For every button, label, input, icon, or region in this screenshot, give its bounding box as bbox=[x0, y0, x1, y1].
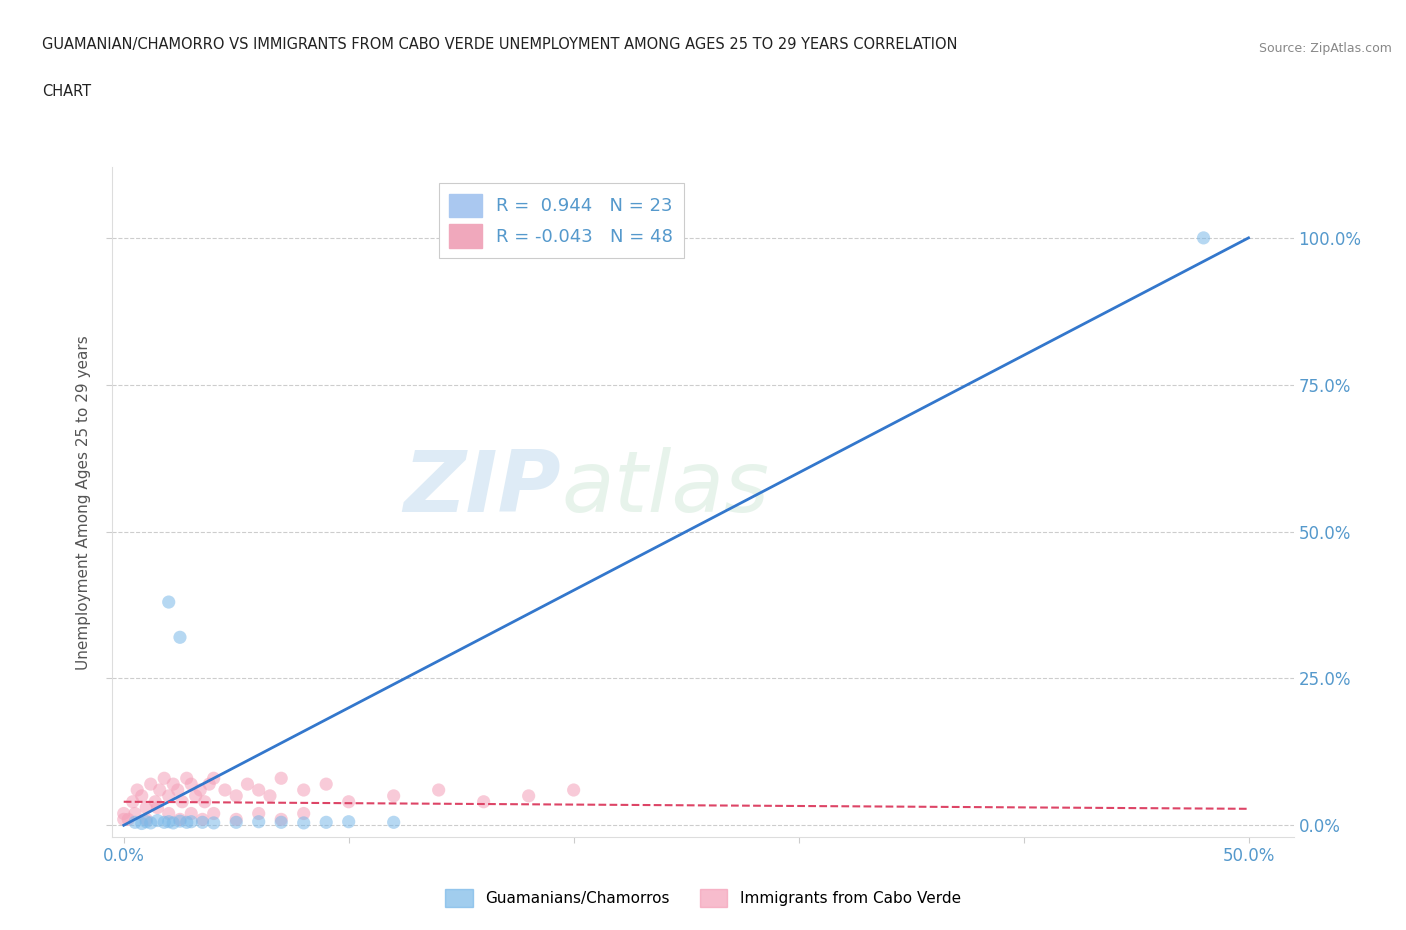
Point bbox=[337, 794, 360, 809]
Point bbox=[153, 815, 176, 830]
Point bbox=[131, 816, 153, 830]
Point bbox=[292, 816, 315, 830]
Point bbox=[214, 782, 236, 797]
Point bbox=[162, 816, 184, 830]
Point bbox=[169, 814, 191, 829]
Point bbox=[135, 812, 157, 827]
Point bbox=[236, 777, 259, 791]
Point bbox=[139, 816, 162, 830]
Point bbox=[157, 594, 180, 609]
Point bbox=[127, 782, 149, 797]
Point bbox=[153, 771, 176, 786]
Point bbox=[157, 815, 180, 830]
Point bbox=[225, 789, 247, 804]
Point bbox=[198, 777, 221, 791]
Point bbox=[202, 806, 225, 821]
Text: atlas: atlas bbox=[561, 447, 769, 530]
Point bbox=[191, 812, 214, 827]
Point bbox=[270, 771, 292, 786]
Point bbox=[166, 782, 188, 797]
Point bbox=[176, 771, 198, 786]
Point bbox=[225, 812, 247, 827]
Point bbox=[180, 777, 202, 791]
Point bbox=[188, 782, 211, 797]
Point bbox=[146, 813, 169, 828]
Text: ZIP: ZIP bbox=[404, 447, 561, 530]
Point bbox=[225, 815, 247, 830]
Text: GUAMANIAN/CHAMORRO VS IMMIGRANTS FROM CABO VERDE UNEMPLOYMENT AMONG AGES 25 TO 2: GUAMANIAN/CHAMORRO VS IMMIGRANTS FROM CA… bbox=[42, 37, 957, 52]
Point bbox=[247, 782, 270, 797]
Point bbox=[176, 815, 198, 830]
Point bbox=[180, 815, 202, 830]
Point bbox=[1192, 231, 1215, 246]
Point bbox=[117, 812, 139, 827]
Point bbox=[124, 815, 146, 830]
Point bbox=[382, 789, 405, 804]
Point bbox=[135, 800, 157, 815]
Text: CHART: CHART bbox=[42, 84, 91, 99]
Text: Source: ZipAtlas.com: Source: ZipAtlas.com bbox=[1258, 42, 1392, 55]
Point bbox=[131, 789, 153, 804]
Point bbox=[270, 812, 292, 827]
Point bbox=[202, 771, 225, 786]
Point bbox=[427, 782, 450, 797]
Point bbox=[135, 815, 157, 830]
Legend: Guamanians/Chamorros, Immigrants from Cabo Verde: Guamanians/Chamorros, Immigrants from Ca… bbox=[439, 884, 967, 913]
Point bbox=[292, 806, 315, 821]
Point bbox=[112, 806, 135, 821]
Point bbox=[191, 815, 214, 830]
Point bbox=[270, 815, 292, 830]
Point bbox=[247, 806, 270, 821]
Point bbox=[157, 789, 180, 804]
Point bbox=[112, 812, 135, 827]
Point bbox=[180, 806, 202, 821]
Point bbox=[194, 794, 217, 809]
Point bbox=[121, 794, 143, 809]
Point bbox=[172, 794, 194, 809]
Point bbox=[315, 815, 337, 830]
Point bbox=[124, 806, 146, 821]
Point bbox=[143, 794, 166, 809]
Point bbox=[292, 782, 315, 797]
Point bbox=[157, 806, 180, 821]
Point bbox=[259, 789, 281, 804]
Point bbox=[247, 815, 270, 830]
Point bbox=[149, 782, 172, 797]
Point bbox=[382, 815, 405, 830]
Y-axis label: Unemployment Among Ages 25 to 29 years: Unemployment Among Ages 25 to 29 years bbox=[76, 335, 91, 670]
Point bbox=[337, 815, 360, 830]
Point bbox=[562, 782, 585, 797]
Point bbox=[169, 630, 191, 644]
Point bbox=[202, 816, 225, 830]
Legend: R =  0.944   N = 23, R = -0.043   N = 48: R = 0.944 N = 23, R = -0.043 N = 48 bbox=[439, 183, 683, 259]
Point bbox=[169, 812, 191, 827]
Point bbox=[139, 777, 162, 791]
Point bbox=[315, 777, 337, 791]
Point bbox=[517, 789, 540, 804]
Point bbox=[184, 789, 207, 804]
Point bbox=[162, 777, 184, 791]
Point bbox=[146, 800, 169, 815]
Point bbox=[472, 794, 495, 809]
